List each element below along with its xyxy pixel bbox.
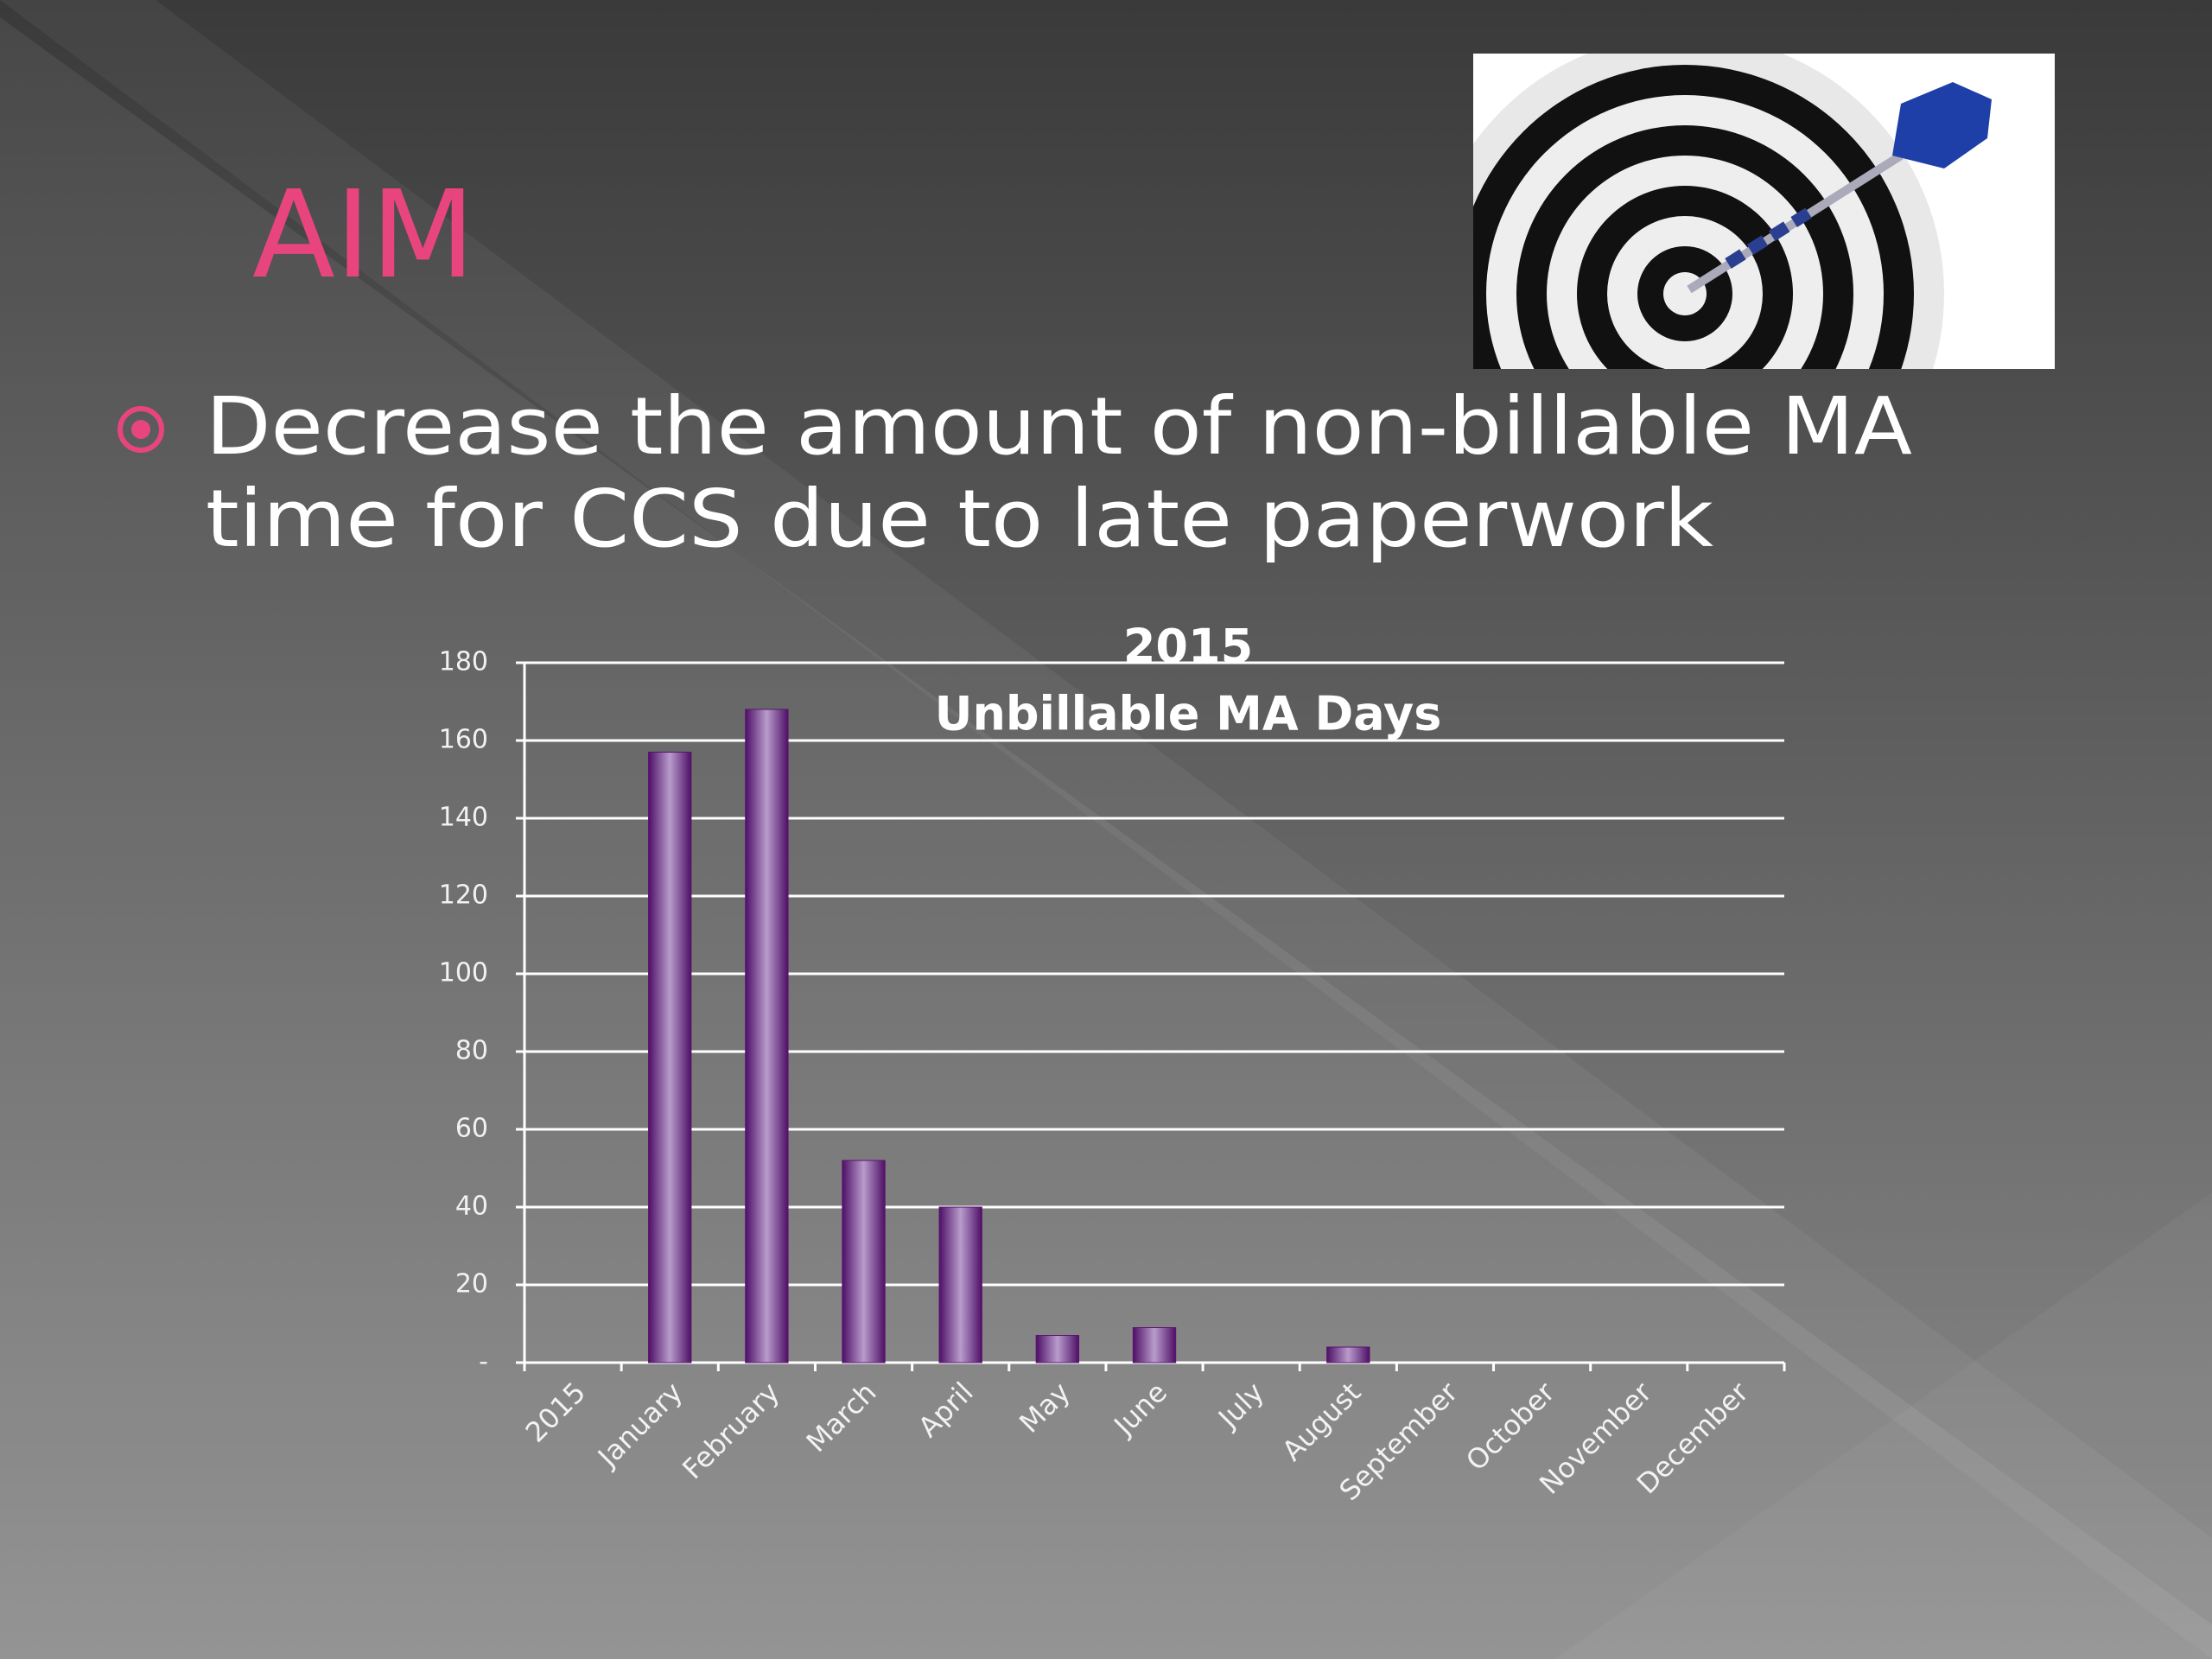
y-tick-label: 40 <box>455 1192 488 1222</box>
dart-image <box>1473 54 2055 369</box>
bar <box>745 709 789 1363</box>
y-tick-label: 60 <box>455 1114 488 1144</box>
y-tick-label: 160 <box>439 725 488 755</box>
y-tick-label: 80 <box>455 1036 488 1066</box>
heading: AIM <box>252 165 475 306</box>
bullet-text: time for CCS due to late paperwork <box>206 473 1714 565</box>
bar <box>1035 1335 1080 1363</box>
chart-title: 2015 <box>1123 620 1253 674</box>
y-tick-label: 140 <box>439 803 488 833</box>
bullet-icon <box>131 420 150 439</box>
bg-diagonal <box>1555 1192 2212 1659</box>
bar <box>1132 1327 1177 1363</box>
bullet-icon <box>118 406 164 453</box>
y-tick-label: 100 <box>439 958 488 988</box>
y-tick-label: 20 <box>455 1269 488 1300</box>
y-tick-label: - <box>479 1347 488 1377</box>
chart-subtitle: Unbillable MA Days <box>935 687 1442 741</box>
bar <box>938 1206 982 1363</box>
y-tick-label: 180 <box>439 647 488 677</box>
y-tick-label: 120 <box>439 880 488 911</box>
bar <box>1326 1346 1370 1363</box>
bullet-text: Decrease the amount of non-billable MA <box>206 380 1912 473</box>
bar <box>842 1160 886 1363</box>
bar <box>648 752 692 1363</box>
